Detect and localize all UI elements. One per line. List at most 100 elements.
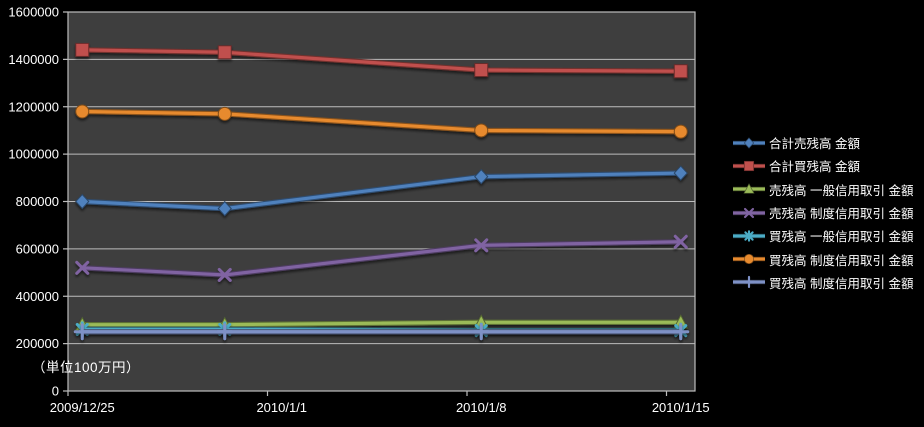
plus-icon	[472, 323, 490, 341]
legend-marker	[733, 160, 765, 171]
circle-icon	[474, 123, 489, 138]
data-point-marker-square	[673, 64, 688, 79]
data-point-marker-plus	[742, 276, 756, 289]
legend-label: 買残高 制度信用取引 金額	[769, 276, 914, 291]
legend-glyph	[744, 230, 754, 242]
data-point-marker-diamond	[673, 165, 688, 181]
data-point-marker-square	[474, 63, 489, 78]
series-3	[75, 234, 688, 282]
circle-icon	[75, 104, 90, 119]
series-1	[75, 42, 688, 79]
legend-marker	[733, 137, 765, 149]
x-axis-label: 2010/1/1	[256, 400, 307, 415]
data-point-marker-diamond	[474, 168, 489, 185]
circle-icon	[673, 124, 688, 139]
series-line	[80, 109, 683, 134]
plus-icon	[73, 323, 91, 341]
y-axis-label: 0	[52, 384, 59, 399]
data-point-marker-triangle	[743, 183, 755, 194]
plus-icon	[742, 276, 756, 289]
data-point-marker-circle	[217, 106, 232, 121]
plus-icon	[216, 323, 234, 341]
y-axis-label: 400000	[16, 289, 59, 304]
data-point-marker-diamond	[75, 193, 90, 210]
y-axis-label: 200000	[16, 336, 59, 351]
data-point-marker-square	[743, 160, 755, 171]
legend-item-6: 買残高 制度信用取引 金額	[732, 271, 913, 294]
plus-icon	[672, 323, 690, 341]
y-axis-label: 1400000	[8, 52, 59, 67]
x-axis-label: 2010/1/8	[456, 400, 507, 415]
legend-item-5: 買残高 制度信用取引 金額	[732, 247, 913, 270]
legend: 合計売残高 金額 合計買残高 金額売残高 一般信用取引 金額 売残高 制度信用取引 …	[732, 131, 913, 294]
legend-item-2: 売残高 一般信用取引 金額	[732, 178, 913, 201]
legend-label: 売残高 制度信用取引 金額	[769, 207, 914, 222]
legend-item-3: 売残高 制度信用取引 金額	[732, 201, 913, 224]
legend-marker	[733, 230, 765, 242]
series-line	[80, 240, 683, 277]
legend-glyph	[743, 160, 755, 171]
data-point-marker-square	[217, 45, 232, 60]
series-line	[80, 320, 683, 327]
diamond-icon	[217, 200, 232, 217]
legend-label: 合計買残高 金額	[769, 160, 860, 175]
y-axis-label: 800000	[16, 194, 59, 209]
data-point-marker-plus	[672, 323, 690, 341]
data-point-marker-plus	[472, 323, 490, 341]
square-icon	[673, 64, 688, 79]
series-5	[75, 104, 688, 139]
data-point-marker-plus	[216, 323, 234, 341]
data-point-marker-x	[743, 207, 755, 218]
x-axis-label: 2009/12/25	[50, 400, 115, 415]
data-point-marker-x	[217, 267, 232, 282]
data-point-marker-circle	[474, 123, 489, 138]
x-axis-label: 2010/1/15	[652, 400, 710, 415]
data-point-marker-circle	[673, 124, 688, 139]
legend-marker	[733, 254, 765, 265]
legend-glyph	[743, 137, 755, 149]
x-icon	[673, 234, 688, 249]
unit-label: （単位100万円）	[32, 360, 141, 375]
square-icon	[743, 160, 755, 171]
data-point-marker-plus	[73, 323, 91, 341]
square-icon	[217, 45, 232, 60]
diamond-icon	[474, 168, 489, 185]
legend-label: 合計売残高 金額	[769, 137, 860, 152]
legend-marker	[733, 183, 765, 194]
x-icon	[474, 238, 489, 253]
legend-marker	[733, 276, 765, 289]
legend-glyph	[743, 183, 755, 194]
square-icon	[75, 42, 90, 57]
series-0	[75, 165, 688, 217]
legend-glyph	[743, 207, 755, 218]
legend-label: 買残高 一般信用取引 金額	[769, 230, 914, 245]
circle-icon	[217, 106, 232, 121]
data-point-marker-asterisk	[744, 230, 754, 242]
asterisk-icon	[744, 230, 754, 242]
y-axis-label: 600000	[16, 241, 59, 256]
legend-label: 買残高 制度信用取引 金額	[769, 253, 914, 268]
y-axis-label: 1000000	[8, 147, 59, 162]
data-point-marker-square	[75, 42, 90, 57]
series-line	[80, 171, 683, 211]
data-point-marker-x	[474, 238, 489, 253]
diamond-icon	[75, 193, 90, 210]
data-point-marker-diamond	[217, 200, 232, 217]
diamond-icon	[743, 137, 755, 149]
legend-item-0: 合計売残高 金額	[732, 131, 913, 154]
data-point-marker-x	[75, 260, 90, 275]
legend-glyph	[743, 254, 755, 265]
square-icon	[474, 63, 489, 78]
x-icon	[743, 207, 755, 218]
data-point-marker-diamond	[743, 137, 755, 149]
circle-icon	[743, 254, 755, 265]
triangle-icon	[743, 183, 755, 194]
legend-label: 売残高 一般信用取引 金額	[769, 183, 914, 198]
plot-border	[67, 11, 696, 392]
data-point-marker-x	[673, 234, 688, 249]
x-icon	[217, 267, 232, 282]
legend-item-1: 合計買残高 金額	[732, 154, 913, 177]
legend-marker	[733, 207, 765, 218]
y-axis-label: 1200000	[8, 99, 59, 114]
